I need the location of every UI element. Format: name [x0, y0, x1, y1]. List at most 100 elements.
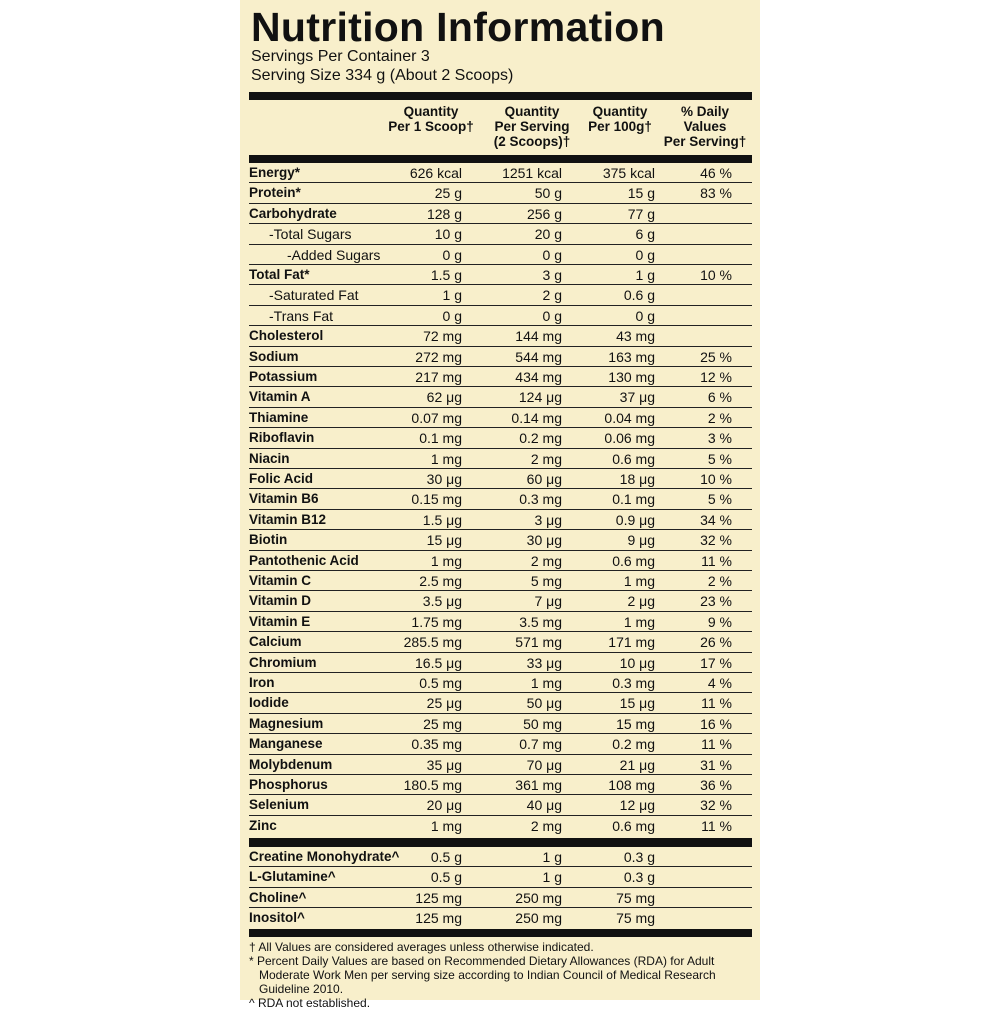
- nutrient-value: 72 mg: [423, 328, 462, 345]
- nutrient-name: Vitamin C: [249, 573, 312, 588]
- nutrient-value: 25 mg: [423, 715, 462, 732]
- nutrient-name: Inositol^: [249, 910, 305, 926]
- nutrient-value: 11 %: [701, 817, 732, 834]
- table-row: Vitamin B6 0.15 mg 0.3 mg 0.1 mg 5 %: [249, 489, 752, 510]
- table-row: Selenium 20 μg 40 μg 12 μg 32 %: [249, 795, 752, 816]
- footnote: † All Values are considered averages unl…: [249, 940, 594, 954]
- nutrient-value: 20 μg: [426, 797, 462, 814]
- nutrient-name: L-Glutamine^: [249, 869, 336, 885]
- footnote: ^ RDA not established.: [249, 996, 371, 1010]
- nutrient-name: Selenium: [249, 797, 310, 813]
- nutrient-value: 128 g: [426, 205, 462, 222]
- table-row: Manganese 0.35 mg 0.7 mg 0.2 mg 11 %: [249, 734, 752, 755]
- nutrient-value: 15 μg: [619, 695, 655, 712]
- nutrient-value: 60 μg: [526, 471, 562, 487]
- nutrient-value: 0.3 mg: [612, 675, 655, 691]
- nutrient-name: Pantothenic Acid: [249, 552, 359, 568]
- table-row: Inositol^ 125 mg 250 mg 75 mg: [249, 908, 752, 928]
- column-header-line: Values: [683, 119, 727, 134]
- nutrient-value: 2 mg: [530, 817, 562, 834]
- nutrient-value: 626 kcal: [409, 165, 462, 181]
- nutrient-value: 3 μg: [534, 511, 562, 528]
- nutrient-value: 36 %: [700, 777, 732, 793]
- nutrient-name: Vitamin B6: [249, 491, 319, 507]
- table-row: Total Fat* 1.5 g 3 g 1 g 10 %: [249, 265, 752, 286]
- nutrient-value: 75 mg: [616, 910, 655, 927]
- nutrient-value: 0 g: [542, 307, 562, 324]
- nutrient-value: 0.5 mg: [419, 675, 462, 691]
- nutrient-value: 5 %: [707, 491, 732, 508]
- table-row: Vitamin C 2.5 mg 5 mg 1 mg 2 %: [249, 571, 752, 592]
- nutrient-name: Folic Acid: [249, 471, 314, 486]
- nutrient-name: Riboflavin: [249, 430, 315, 446]
- title: Nutrition Information: [251, 4, 665, 50]
- nutrient-value: 1.5 g: [430, 267, 462, 283]
- nutrient-value: 1 g: [542, 849, 562, 865]
- nutrient-value: 375 kcal: [602, 165, 655, 181]
- column-header: Quantity Per Serving (2 Scoops)†: [472, 104, 592, 149]
- nutrient-value: 18 μg: [619, 471, 655, 487]
- nutrient-value: 30 μg: [426, 471, 462, 487]
- nutrient-value: 11 %: [701, 695, 732, 712]
- nutrient-name: Manganese: [249, 736, 323, 752]
- footnotes: † All Values are considered averages unl…: [249, 940, 754, 1010]
- nutrient-value: 50 mg: [523, 715, 562, 732]
- nutrient-value: 9 %: [707, 613, 732, 630]
- table-row: Biotin 15 μg 30 μg 9 μg 32 %: [249, 530, 752, 551]
- nutrient-value: 16 %: [700, 715, 732, 732]
- divider-bar: [249, 929, 752, 937]
- nutrient-value: 15 μg: [426, 532, 462, 549]
- nutrient-name: Chromium: [249, 654, 317, 670]
- nutrient-value: 0.3 g: [623, 869, 655, 886]
- serving-size: Serving Size 334 g (About 2 Scoops): [251, 67, 514, 84]
- nutrient-name: Molybdenum: [249, 756, 333, 772]
- nutrient-value: 2 g: [542, 287, 562, 304]
- nutrient-name: Zinc: [249, 817, 277, 833]
- column-header-line: Per 100g†: [588, 119, 652, 134]
- nutrient-name: -Trans Fat: [269, 307, 334, 324]
- nutrient-value: 3.5 μg: [422, 593, 462, 610]
- table-row: Vitamin B12 1.5 μg 3 μg 0.9 μg 34 %: [249, 510, 752, 531]
- nutrient-value: 0.3 g: [623, 849, 655, 865]
- nutrient-value: 46 %: [700, 165, 732, 181]
- nutrient-value: 32 %: [700, 797, 732, 814]
- nutrient-value: 3 %: [707, 430, 732, 447]
- nutrient-value: 0 g: [442, 246, 462, 263]
- nutrient-value: 1251 kcal: [502, 165, 562, 181]
- nutrient-value: 10 g: [434, 226, 462, 243]
- nutrient-value: 571 mg: [515, 634, 562, 651]
- nutrient-value: 33 μg: [526, 654, 562, 671]
- nutrient-value: 163 mg: [608, 348, 655, 365]
- nutrient-value: 25 %: [700, 348, 732, 365]
- nutrient-name: Creatine Monohydrate^: [249, 849, 400, 864]
- nutrient-value: 3.5 mg: [519, 613, 562, 630]
- nutrition-panel: Nutrition Information Servings Per Conta…: [240, 0, 760, 1010]
- nutrient-name: Vitamin E: [249, 613, 311, 629]
- nutrient-name: Choline^: [249, 889, 307, 905]
- table-row: Potassium 217 mg 434 mg 130 mg 12 %: [249, 367, 752, 388]
- column-header-line: (2 Scoops)†: [493, 134, 571, 149]
- nutrient-name: -Total Sugars: [269, 226, 352, 243]
- nutrient-value: 0 g: [542, 246, 562, 263]
- table-row: L-Glutamine^ 0.5 g 1 g 0.3 g: [249, 867, 752, 888]
- table-row: Vitamin E 1.75 mg 3.5 mg 1 mg 9 %: [249, 612, 752, 633]
- nutrient-value: 0.06 mg: [604, 430, 655, 447]
- divider-bar: [249, 155, 752, 163]
- nutrient-value: 434 mg: [515, 369, 562, 385]
- table-row: Phosphorus 180.5 mg 361 mg 108 mg 36 %: [249, 775, 752, 796]
- nutrient-value: 26 %: [700, 634, 732, 651]
- nutrient-value: 1.75 mg: [411, 613, 462, 630]
- nutrient-value: 32 %: [700, 532, 732, 549]
- nutrient-value: 0.35 mg: [411, 736, 462, 753]
- nutrient-value: 11 %: [701, 552, 732, 569]
- nutrient-value: 12 μg: [619, 797, 655, 814]
- servings-per-container: Servings Per Container 3: [251, 48, 430, 65]
- nutrient-value: 62 μg: [426, 389, 462, 406]
- nutrient-name: Vitamin A: [249, 389, 311, 405]
- nutrient-value: 2.5 mg: [419, 573, 462, 589]
- nutrient-value: 6 %: [707, 389, 732, 406]
- nutrient-value: 31 %: [700, 756, 732, 773]
- nutrient-value: 20 g: [534, 226, 562, 243]
- table-row: Carbohydrate 128 g 256 g 77 g: [249, 204, 752, 225]
- nutrient-value: 11 %: [701, 736, 732, 753]
